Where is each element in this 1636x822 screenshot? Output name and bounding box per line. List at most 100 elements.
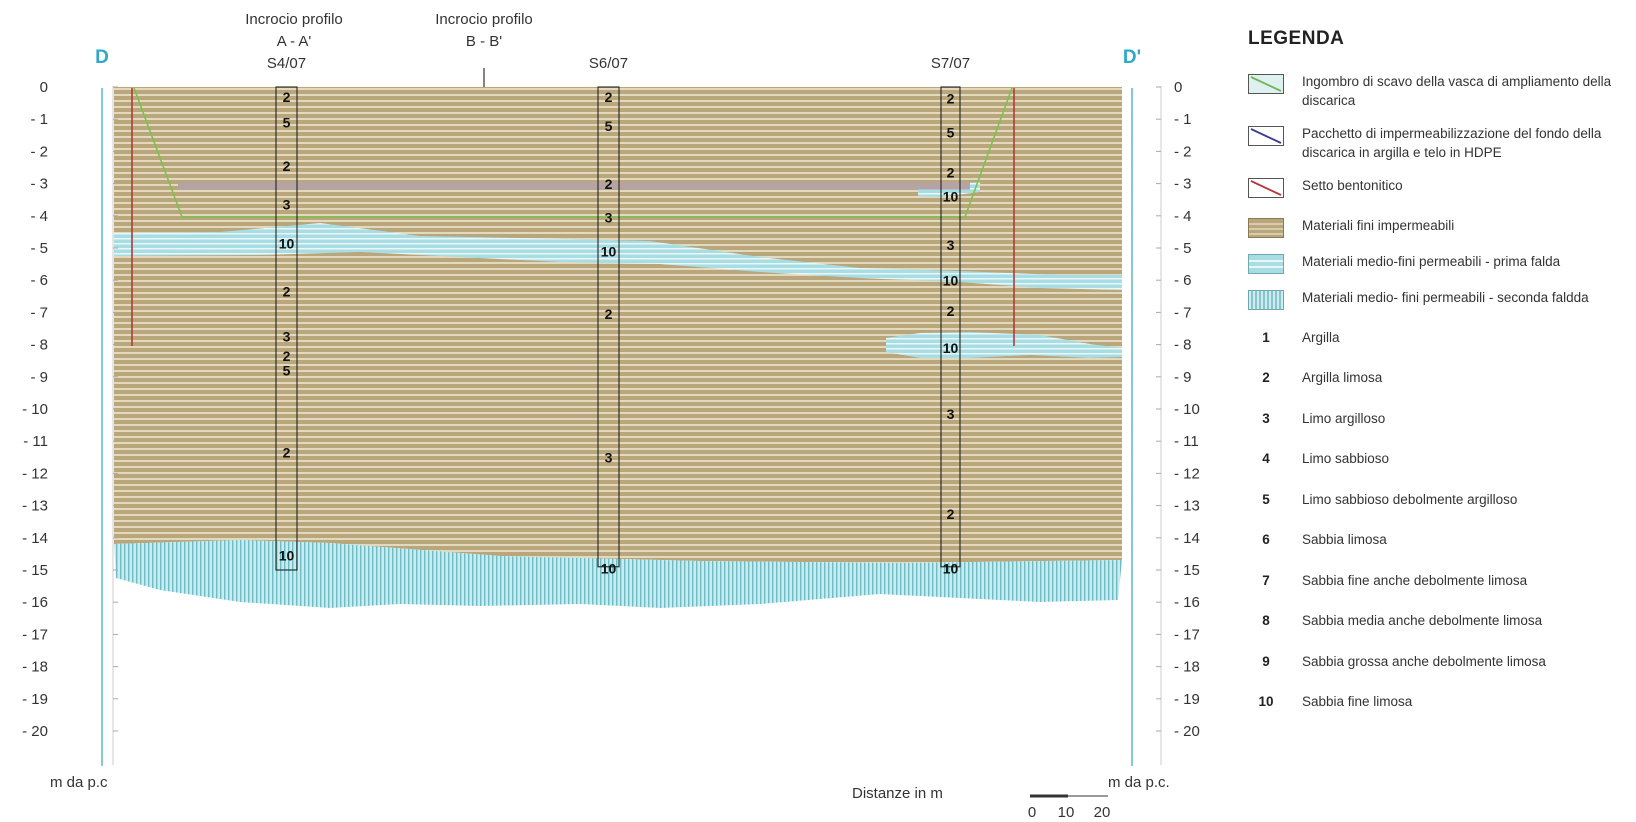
scale-label: Distanze in m [852, 785, 943, 802]
depth-label-left: - 5 [30, 240, 48, 257]
legend-code-number: 3 [1262, 410, 1270, 426]
legend-code-label: Argilla limosa [1302, 370, 1383, 385]
borehole-code: 10 [943, 189, 959, 205]
legend-code-number: 6 [1262, 532, 1270, 547]
legend-code-item: 5 Limo sabbioso debolmente argilloso [1248, 486, 1628, 512]
depth-label-right: - 12 [1174, 465, 1200, 482]
depth-label-right: 0 [1174, 79, 1182, 96]
depth-label-right: - 13 [1174, 498, 1200, 515]
depth-label-right: - 15 [1174, 562, 1200, 579]
borehole-code: 10 [279, 235, 295, 251]
depth-label-left: - 1 [30, 111, 48, 128]
depth-label-left: - 13 [22, 498, 48, 515]
legend-code-number: 9 [1262, 653, 1270, 669]
depth-label-left: - 19 [22, 691, 48, 708]
depth-label-right: - 19 [1174, 691, 1200, 708]
depth-label-right: - 7 [1174, 304, 1192, 321]
borehole-code: 2 [283, 158, 291, 174]
legend-code-label: Limo sabbioso debolmente argilloso [1302, 491, 1518, 507]
crossing-label-line2: A - A' [277, 33, 312, 50]
depth-label-right: - 17 [1174, 626, 1200, 643]
depth-label-left: - 9 [30, 369, 48, 386]
depth-label-left: - 17 [22, 626, 48, 643]
scale-tick-label: 0 [1028, 804, 1036, 821]
legend-code-item: 2 Argilla limosa [1248, 365, 1628, 391]
depth-label-left: - 6 [30, 272, 48, 289]
depth-label-right: - 2 [1174, 143, 1192, 160]
depth-label-right: - 3 [1174, 176, 1192, 193]
depth-label-left: - 11 [23, 433, 48, 450]
legend-item-liner: Pacchetto di impermeabilizzazione del fo… [1248, 124, 1628, 162]
borehole-code: 5 [605, 118, 613, 134]
borehole-code: 3 [283, 329, 291, 345]
borehole-name: S7/07 [931, 55, 970, 72]
depth-label-right: - 18 [1174, 659, 1200, 676]
borehole-code: 3 [605, 210, 613, 226]
borehole-code: 5 [283, 115, 291, 131]
scale-tick-label: 10 [1058, 804, 1075, 821]
section-start-label: D [95, 47, 109, 68]
legend-code-number: 4 [1262, 451, 1270, 466]
first-aquifer-upper-lens [114, 223, 1122, 290]
legend-item-label: Pacchetto di impermeabilizzazione del fo… [1302, 126, 1602, 160]
borehole-code: 2 [605, 176, 613, 192]
legend-code-item: 7 Sabbia fine anche debolmente limosa [1248, 567, 1628, 593]
borehole-code: 10 [943, 272, 959, 288]
legend: LEGENDA Ingombro di scavo della vasca di… [1248, 28, 1628, 729]
borehole-column [275, 86, 298, 571]
excavation-swatch-icon [1248, 74, 1284, 94]
first-aquifer-lower-lens [886, 332, 1122, 358]
legend-item-bentonite: Setto bentonitico [1248, 176, 1628, 198]
depth-label-left: - 12 [22, 465, 48, 482]
fine-swatch-icon [1248, 218, 1284, 238]
legend-code-item: 10 Sabbia fine limosa [1248, 689, 1628, 715]
legend-item-label: Ingombro di scavo della vasca di ampliam… [1302, 74, 1612, 108]
legend-item-label: Materiali medio-fini permeabili - prima … [1302, 254, 1561, 269]
depth-label-left: - 2 [30, 143, 48, 160]
borehole-code: 3 [605, 449, 613, 465]
crossing-label-line1: Incrocio profilo [435, 11, 533, 28]
borehole-code: 5 [283, 363, 291, 379]
depth-label-right: - 14 [1174, 530, 1200, 547]
liner-swatch-icon [1248, 126, 1284, 146]
borehole-code: 2 [947, 506, 955, 522]
borehole-code: 2 [605, 306, 613, 322]
borehole-code: 2 [283, 445, 291, 461]
depth-label-left: - 20 [22, 723, 48, 740]
legend-code-label: Sabbia grossa anche debolmente limosa [1302, 653, 1546, 669]
second-aquifer-layer [114, 540, 1122, 608]
legend-code-number: 5 [1262, 491, 1270, 507]
second-swatch-icon [1248, 290, 1284, 310]
legend-item-excavation: Ingombro di scavo della vasca di ampliam… [1248, 72, 1628, 110]
depth-label-right: - 8 [1174, 337, 1192, 354]
depth-label-left: - 16 [22, 594, 48, 611]
borehole-code: 10 [943, 340, 959, 356]
legend-code-item: 6 Sabbia limosa [1248, 527, 1628, 553]
depth-label-left: - 14 [22, 530, 48, 547]
legend-item-label: Materiali fini impermeabili [1302, 218, 1455, 233]
legend-code-label: Sabbia limosa [1302, 532, 1387, 547]
borehole-code: 2 [283, 284, 291, 300]
legend-item-label: Setto bentonitico [1302, 178, 1403, 193]
bentonite-swatch-icon [1248, 178, 1284, 198]
depth-label-right: - 10 [1174, 401, 1200, 418]
legend-item-label: Materiali medio- fini permeabili - secon… [1302, 290, 1589, 305]
legend-code-label: Argilla [1302, 329, 1340, 345]
borehole-name: S6/07 [589, 55, 628, 72]
first-swatch-icon [1248, 254, 1284, 274]
crossing-label-line2: B - B' [466, 33, 502, 50]
section-end-label: D' [1123, 47, 1141, 68]
depth-label-right: - 20 [1174, 723, 1200, 740]
legend-code-label: Sabbia media anche debolmente limosa [1302, 613, 1543, 628]
depth-label-right: - 5 [1174, 240, 1192, 257]
depth-label-left: - 10 [22, 401, 48, 418]
depth-label-left: - 3 [30, 176, 48, 193]
depth-label-right: - 16 [1174, 594, 1200, 611]
legend-code-item: 3 Limo argilloso [1248, 405, 1628, 431]
legend-code-label: Sabbia fine anche debolmente limosa [1302, 572, 1528, 588]
legend-item-first: Materiali medio-fini permeabili - prima … [1248, 252, 1628, 274]
depth-label-left: - 4 [30, 208, 48, 225]
depth-label-right: - 9 [1174, 369, 1192, 386]
borehole-s6-07: S6/07 2 5 2 3 10 2 3 10 [589, 55, 628, 577]
